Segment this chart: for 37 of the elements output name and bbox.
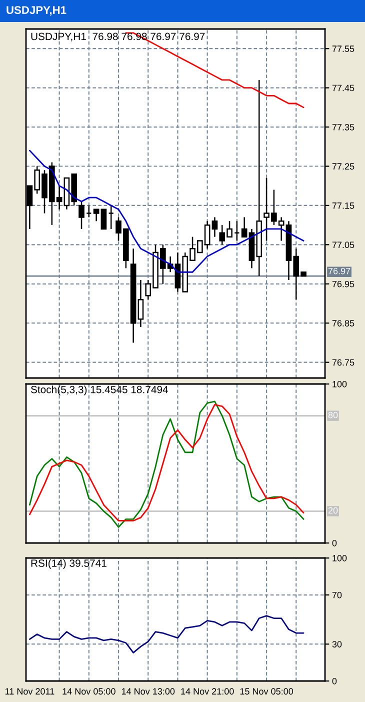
y-tick-label: 30 (332, 641, 342, 648)
y-tick-label: 77.15 (332, 202, 354, 209)
y-tick-label: 77.25 (332, 163, 354, 170)
y-tick-label: 0 (332, 678, 337, 684)
y-tick-label: 76.95 (332, 280, 354, 288)
y-tick-label: 77.45 (332, 84, 354, 92)
text: USDJPY,H1 (6, 6, 66, 16)
x-tick-label: 14 Nov 13:00 (122, 688, 175, 695)
x-tick-label: 14 Nov 21:00 (181, 688, 234, 695)
y-tick-label: 100 (332, 380, 347, 388)
ref-line-label: 20 (328, 507, 338, 514)
chart-title: Stoch(5,3,3) 15.4545 18.7494 (30, 386, 168, 396)
line-series (29, 615, 304, 654)
y-tick-label: 0 (332, 540, 337, 546)
y-tick-label: 77.35 (332, 124, 354, 130)
line-series (29, 150, 304, 273)
y-tick-label: 70 (332, 592, 342, 598)
candlestick (100, 208, 107, 230)
y-tick-label: 77.05 (332, 242, 354, 248)
candlestick (93, 208, 100, 222)
candlestick (212, 216, 218, 238)
x-tick-label: 11 Nov 2011 (5, 688, 54, 695)
y-tick-label: 76.75 (332, 359, 354, 366)
candlestick (78, 200, 84, 230)
y-tick-label: 76.85 (332, 320, 354, 326)
x-tick-label: 15 Nov 05:00 (240, 688, 294, 695)
candlestick (86, 204, 92, 218)
y-tick-label: 77.55 (332, 46, 354, 52)
candlestick (138, 279, 144, 328)
x-tick-label: 14 Nov 05:00 (62, 688, 116, 695)
ref-line-label: 76.97 (328, 268, 350, 274)
chart-title: RSI(14) 39.5741 (31, 559, 106, 569)
candlestick (241, 216, 248, 238)
y-tick-label: 100 (332, 554, 347, 562)
ref-line-label: 80 (328, 412, 338, 418)
candlestick (108, 204, 114, 230)
candlestick (234, 220, 240, 242)
